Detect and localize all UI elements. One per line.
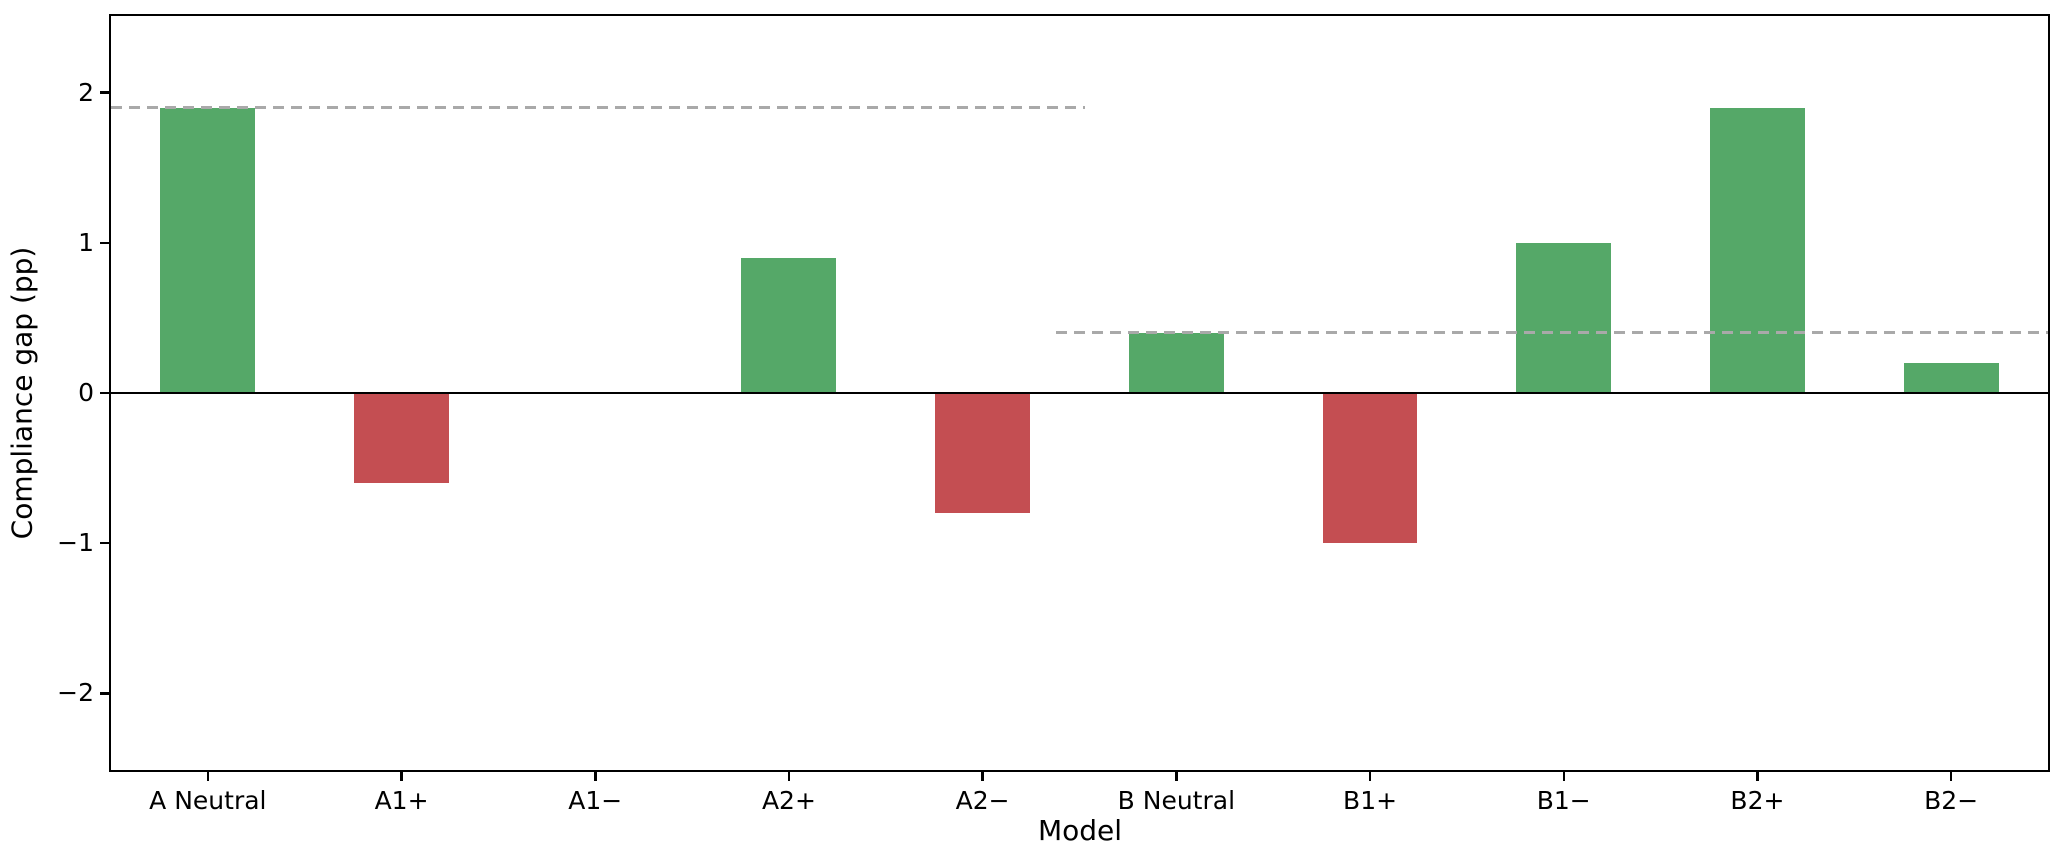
bar-b1: [1322, 393, 1418, 544]
y-tick-mark: [100, 241, 111, 245]
x-tick-mark: [1175, 770, 1178, 781]
bar-a-neutral: [160, 107, 256, 393]
x-tick-label: A1−: [568, 786, 623, 815]
x-tick-mark: [206, 770, 210, 781]
bar-b-neutral: [1128, 332, 1224, 393]
bar-b1: [1516, 242, 1612, 393]
y-tick-label: 0: [78, 378, 94, 407]
x-tick-label: B2−: [1924, 786, 1979, 815]
bar-b2: [1709, 107, 1805, 393]
x-tick-mark: [1562, 770, 1565, 781]
x-tick-mark: [981, 770, 984, 781]
x-tick-mark: [787, 770, 791, 781]
y-tick-mark: [100, 692, 111, 695]
baseline-dashed-line: [1056, 331, 2048, 335]
y-tick-label: 2: [78, 77, 94, 107]
x-tick-label: A1+: [374, 786, 429, 815]
bar-a1: [354, 393, 449, 484]
x-tick-label: B1+: [1343, 786, 1398, 815]
x-tick-mark: [1756, 770, 1759, 781]
x-tick-mark: [1368, 770, 1372, 781]
y-tick-mark: [100, 91, 111, 94]
x-tick-label: A2−: [955, 786, 1010, 815]
y-tick-mark: [100, 541, 111, 545]
y-tick-label: 1: [78, 227, 94, 257]
bar-a2: [935, 393, 1031, 514]
zero-line: [111, 391, 2048, 395]
x-tick-label: A Neutral: [149, 786, 267, 815]
bar-b2: [1903, 362, 1999, 393]
x-tick-mark: [594, 770, 597, 781]
y-tick-mark: [100, 391, 111, 395]
y-tick-label: −2: [57, 678, 94, 708]
x-tick-label: B Neutral: [1117, 786, 1236, 815]
x-axis-label: Model: [1037, 814, 1123, 847]
x-tick-label: B2+: [1730, 786, 1785, 815]
baseline-dashed-line: [111, 106, 1086, 110]
x-tick-label: A2+: [761, 786, 816, 815]
bar-a2: [741, 257, 837, 393]
y-axis-label: Compliance gap (pp): [5, 246, 39, 540]
x-tick-mark: [400, 770, 403, 781]
x-tick-mark: [1949, 770, 1953, 781]
y-tick-label: −1: [57, 528, 94, 558]
x-tick-label: B1−: [1536, 786, 1591, 815]
plot-area: 2 1 0 −1 −2 A Neutral A1+ A1− A2+ A2− B Neutral B1+…: [57, 14, 2050, 815]
